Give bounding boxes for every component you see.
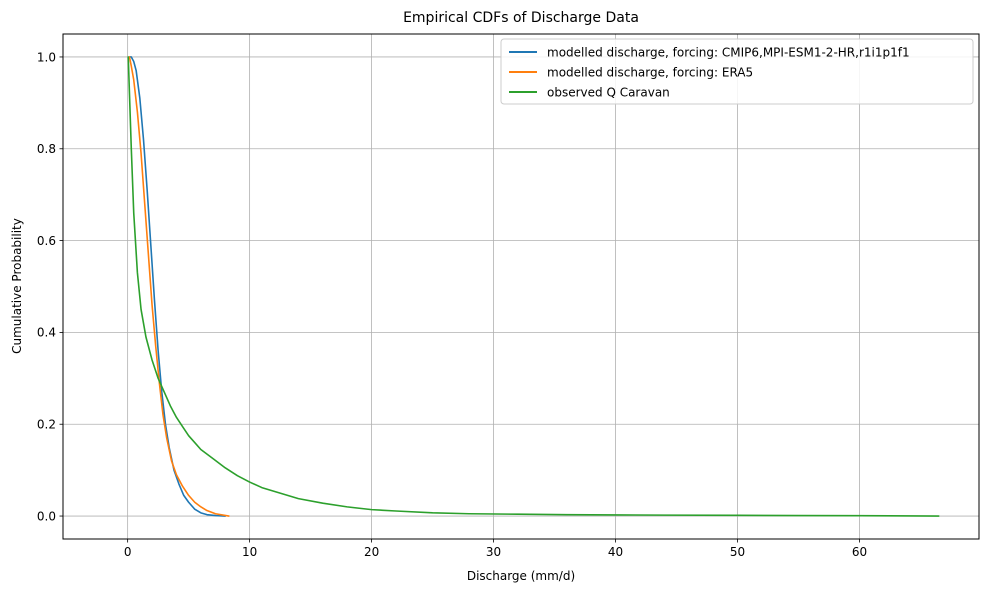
series-line-cmip6 xyxy=(128,56,227,517)
y-tick-label: 0.0 xyxy=(37,509,56,523)
legend-label-cmip6: modelled discharge, forcing: CMIP6,MPI-E… xyxy=(547,46,910,60)
y-tick-label: 0.8 xyxy=(37,142,56,156)
x-tick-label: 40 xyxy=(608,545,623,559)
legend-box xyxy=(500,38,974,105)
y-tick-label: 0.2 xyxy=(37,418,56,432)
y-axis-label: Cumulative Probability xyxy=(10,218,24,354)
chart-title: Empirical CDFs of Discharge Data xyxy=(403,10,639,26)
legend: modelled discharge, forcing: CMIP6,MPI-E… xyxy=(500,38,974,105)
x-tick-label: 30 xyxy=(486,545,501,559)
y-tick-label: 0.4 xyxy=(37,326,56,340)
x-tick-label: 10 xyxy=(242,545,257,559)
x-tick-label: 60 xyxy=(852,545,867,559)
plot-frame xyxy=(62,33,980,540)
legend-label-era5: modelled discharge, forcing: ERA5 xyxy=(547,66,753,80)
series-line-era5 xyxy=(128,56,230,517)
y-tick-label: 1.0 xyxy=(37,50,56,64)
legend-label-observed: observed Q Caravan xyxy=(547,86,670,100)
series-line-observed xyxy=(127,56,940,517)
x-tick-label: 50 xyxy=(730,545,745,559)
y-tick-label: 0.6 xyxy=(37,234,56,248)
axis-ticks: 0 10 20 30 40 50 60 0.0 0.2 0.4 0.6 0.8 1.0 xyxy=(37,50,867,559)
series-lines xyxy=(127,56,940,517)
x-axis-label: Discharge (mm/d) xyxy=(467,569,575,583)
x-tick-label: 0 xyxy=(124,545,132,559)
x-tick-label: 20 xyxy=(364,545,379,559)
